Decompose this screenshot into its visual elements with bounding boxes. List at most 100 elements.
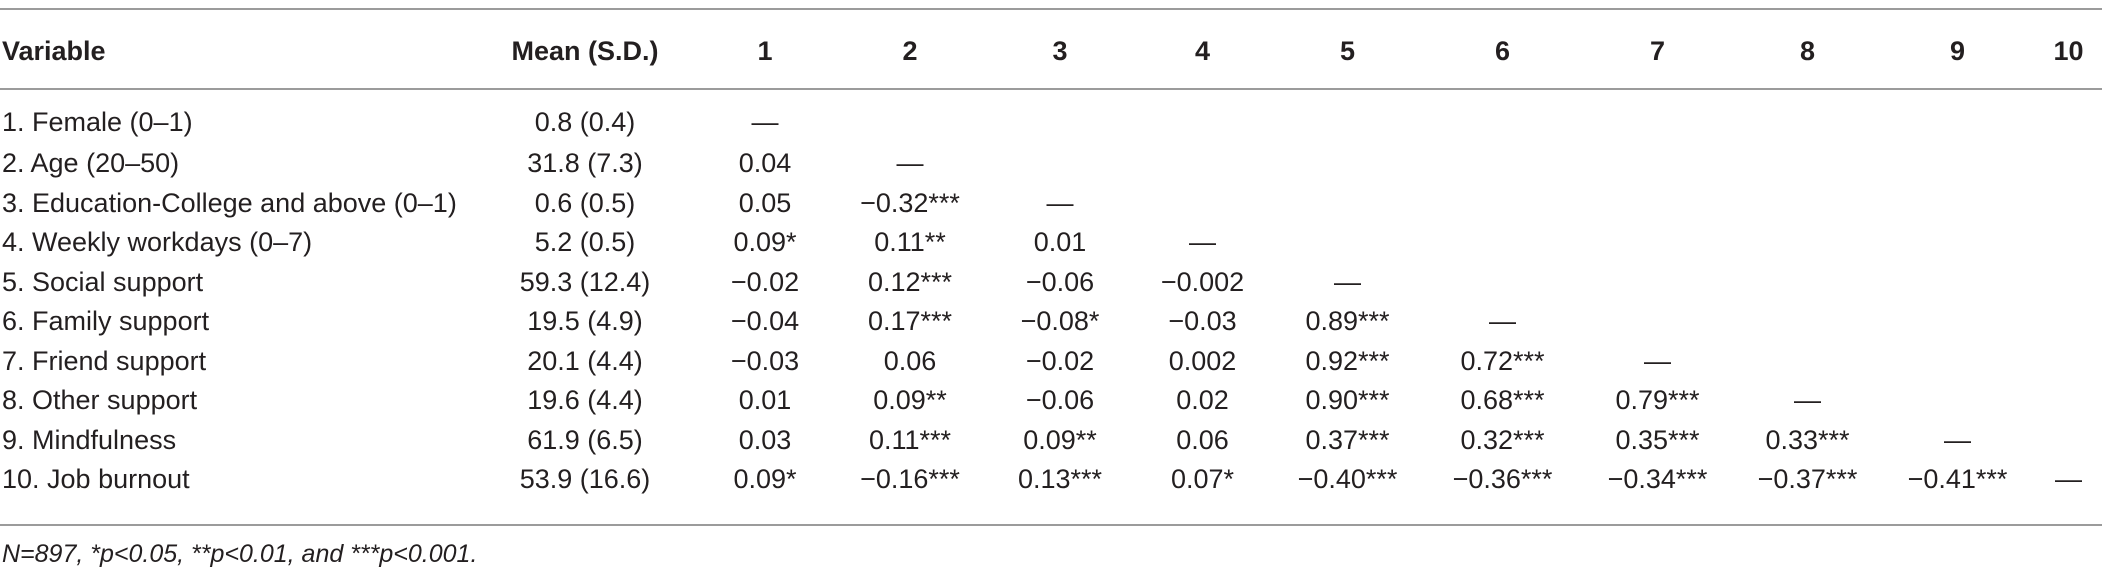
mean-sd-cell: 0.8 (0.4) bbox=[534, 107, 636, 138]
correlation-cell bbox=[1735, 86, 1880, 144]
correlation-cell bbox=[1580, 184, 1735, 224]
correlation-cell: −0.06 bbox=[1025, 385, 1095, 415]
header-col-6: 6 bbox=[1494, 36, 1511, 66]
correlation-cell: −0.02 bbox=[730, 266, 800, 297]
correlation-cell bbox=[1270, 223, 1425, 263]
header-rule bbox=[0, 88, 2102, 90]
correlation-cell bbox=[2035, 184, 2102, 224]
header-col-5: 5 bbox=[1339, 36, 1356, 66]
correlation-cell bbox=[2035, 421, 2102, 461]
mean-sd-cell: 31.8 (7.3) bbox=[527, 148, 643, 178]
correlation-cell: 0.13*** bbox=[1017, 464, 1103, 494]
correlation-cell bbox=[1735, 223, 1880, 263]
header-col-10: 10 bbox=[2053, 36, 2084, 66]
correlation-cell bbox=[2035, 86, 2102, 144]
mean-sd-cell: 0.6 (0.5) bbox=[534, 187, 636, 218]
correlation-cell bbox=[1580, 223, 1735, 263]
correlation-cell bbox=[1270, 86, 1425, 144]
correlation-cell bbox=[1880, 381, 2035, 421]
correlation-cell: — bbox=[1944, 424, 1971, 455]
table-row: 3. Education-College and above (0–1) 0.6 … bbox=[0, 184, 2102, 224]
mean-sd-cell: 5.2 (0.5) bbox=[534, 227, 636, 257]
correlation-cell bbox=[1425, 86, 1580, 144]
correlation-cell: — bbox=[1644, 345, 1671, 376]
correlation-cell bbox=[1880, 302, 2035, 342]
header-col-8: 8 bbox=[1799, 36, 1816, 66]
correlation-cell: 0.72*** bbox=[1460, 345, 1545, 376]
correlation-cell: 0.05 bbox=[738, 187, 792, 218]
header-col-9: 9 bbox=[1949, 36, 1966, 66]
correlation-cell bbox=[1135, 144, 1270, 184]
correlation-cell: 0.33*** bbox=[1765, 424, 1850, 455]
table-footnote: N=897, *p<0.05, **p<0.01, and ***p<0.001… bbox=[2, 540, 478, 568]
correlation-cell bbox=[1735, 302, 1880, 342]
header-variable: Variable bbox=[2, 36, 106, 66]
top-rule bbox=[0, 8, 2102, 10]
correlation-cell bbox=[2035, 223, 2102, 263]
correlation-cell bbox=[1880, 263, 2035, 303]
correlation-cell: 0.90*** bbox=[1305, 385, 1390, 415]
correlation-cell: — bbox=[2055, 464, 2082, 494]
variable-label: 2. Age (20–50) bbox=[2, 148, 180, 178]
correlation-cell: — bbox=[1046, 187, 1074, 218]
mean-sd-cell: 19.6 (4.4) bbox=[527, 385, 643, 415]
correlation-cell bbox=[985, 144, 1135, 184]
table-body: 1. Female (0–1) 0.8 (0.4) — 2. Age (20–50) 3… bbox=[0, 86, 2102, 500]
correlation-cell bbox=[1880, 223, 2035, 263]
correlation-cell bbox=[1735, 263, 1880, 303]
mean-sd-cell: 19.5 (4.9) bbox=[527, 306, 643, 336]
correlation-cell: 0.12*** bbox=[867, 266, 953, 297]
correlation-cell bbox=[1735, 144, 1880, 184]
table-row: 5. Social support 59.3 (12.4) −0.02 0.12***… bbox=[0, 263, 2102, 303]
correlation-cell: — bbox=[751, 107, 779, 138]
correlation-cell bbox=[1580, 144, 1735, 184]
correlation-cell bbox=[2035, 144, 2102, 184]
correlation-cell: 0.01 bbox=[738, 385, 792, 415]
correlation-cell bbox=[1425, 263, 1580, 303]
correlation-cell: 0.32*** bbox=[1460, 424, 1545, 455]
correlation-cell bbox=[1580, 263, 1735, 303]
correlation-cell bbox=[1425, 144, 1580, 184]
correlation-cell bbox=[1135, 86, 1270, 144]
mean-sd-cell: 61.9 (6.5) bbox=[527, 424, 643, 455]
correlation-cell bbox=[1270, 184, 1425, 224]
correlation-cell bbox=[1880, 144, 2035, 184]
correlation-cell bbox=[2035, 263, 2102, 303]
correlation-cell: −0.06 bbox=[1025, 266, 1095, 297]
table-row: 1. Female (0–1) 0.8 (0.4) — bbox=[0, 86, 2102, 144]
correlation-cell: −0.36*** bbox=[1452, 464, 1553, 494]
table-row: 6. Family support 19.5 (4.9) −0.04 0.17*** −… bbox=[0, 302, 2102, 342]
table-row: 8. Other support 19.6 (4.4) 0.01 0.09** −0.0… bbox=[0, 381, 2102, 421]
correlation-cell: 0.09* bbox=[733, 464, 797, 494]
correlation-cell: 0.03 bbox=[738, 424, 792, 455]
correlation-cell bbox=[1880, 184, 2035, 224]
correlation-cell: −0.16*** bbox=[860, 464, 960, 494]
header-row: Variable Mean (S.D.) 1 2 3 4 5 6 7 8 9 10 bbox=[0, 16, 2102, 86]
correlation-cell bbox=[2035, 342, 2102, 382]
correlation-cell: 0.002 bbox=[1168, 345, 1237, 376]
correlation-cell bbox=[1135, 184, 1270, 224]
correlation-cell: 0.09** bbox=[873, 385, 947, 415]
correlation-cell: 0.02 bbox=[1176, 385, 1229, 415]
header-col-1: 1 bbox=[757, 36, 773, 66]
correlation-cell bbox=[1425, 223, 1580, 263]
correlation-cell bbox=[1735, 342, 1880, 382]
variable-label: 1. Female (0–1) bbox=[2, 107, 193, 138]
variable-label: 10. Job burnout bbox=[2, 464, 190, 494]
bottom-rule bbox=[0, 524, 2102, 526]
variable-label: 3. Education-College and above (0–1) bbox=[2, 187, 457, 218]
mean-sd-cell: 59.3 (12.4) bbox=[519, 266, 651, 297]
correlation-cell bbox=[1425, 184, 1580, 224]
correlation-cell: −0.03 bbox=[1168, 306, 1237, 336]
correlation-cell bbox=[1580, 86, 1735, 144]
correlation-cell: — bbox=[896, 148, 924, 178]
correlation-cell: 0.06 bbox=[883, 345, 937, 376]
mean-sd-cell: 20.1 (4.4) bbox=[527, 345, 643, 376]
header-col-7: 7 bbox=[1649, 36, 1666, 66]
correlation-cell: −0.04 bbox=[730, 306, 800, 336]
table-row: 4. Weekly workdays (0–7) 5.2 (0.5) 0.09* 0.… bbox=[0, 223, 2102, 263]
correlation-cell: 0.92*** bbox=[1305, 345, 1390, 376]
correlation-cell: 0.89*** bbox=[1305, 306, 1390, 336]
correlation-cell bbox=[2035, 381, 2102, 421]
correlation-cell: 0.11*** bbox=[868, 424, 952, 455]
